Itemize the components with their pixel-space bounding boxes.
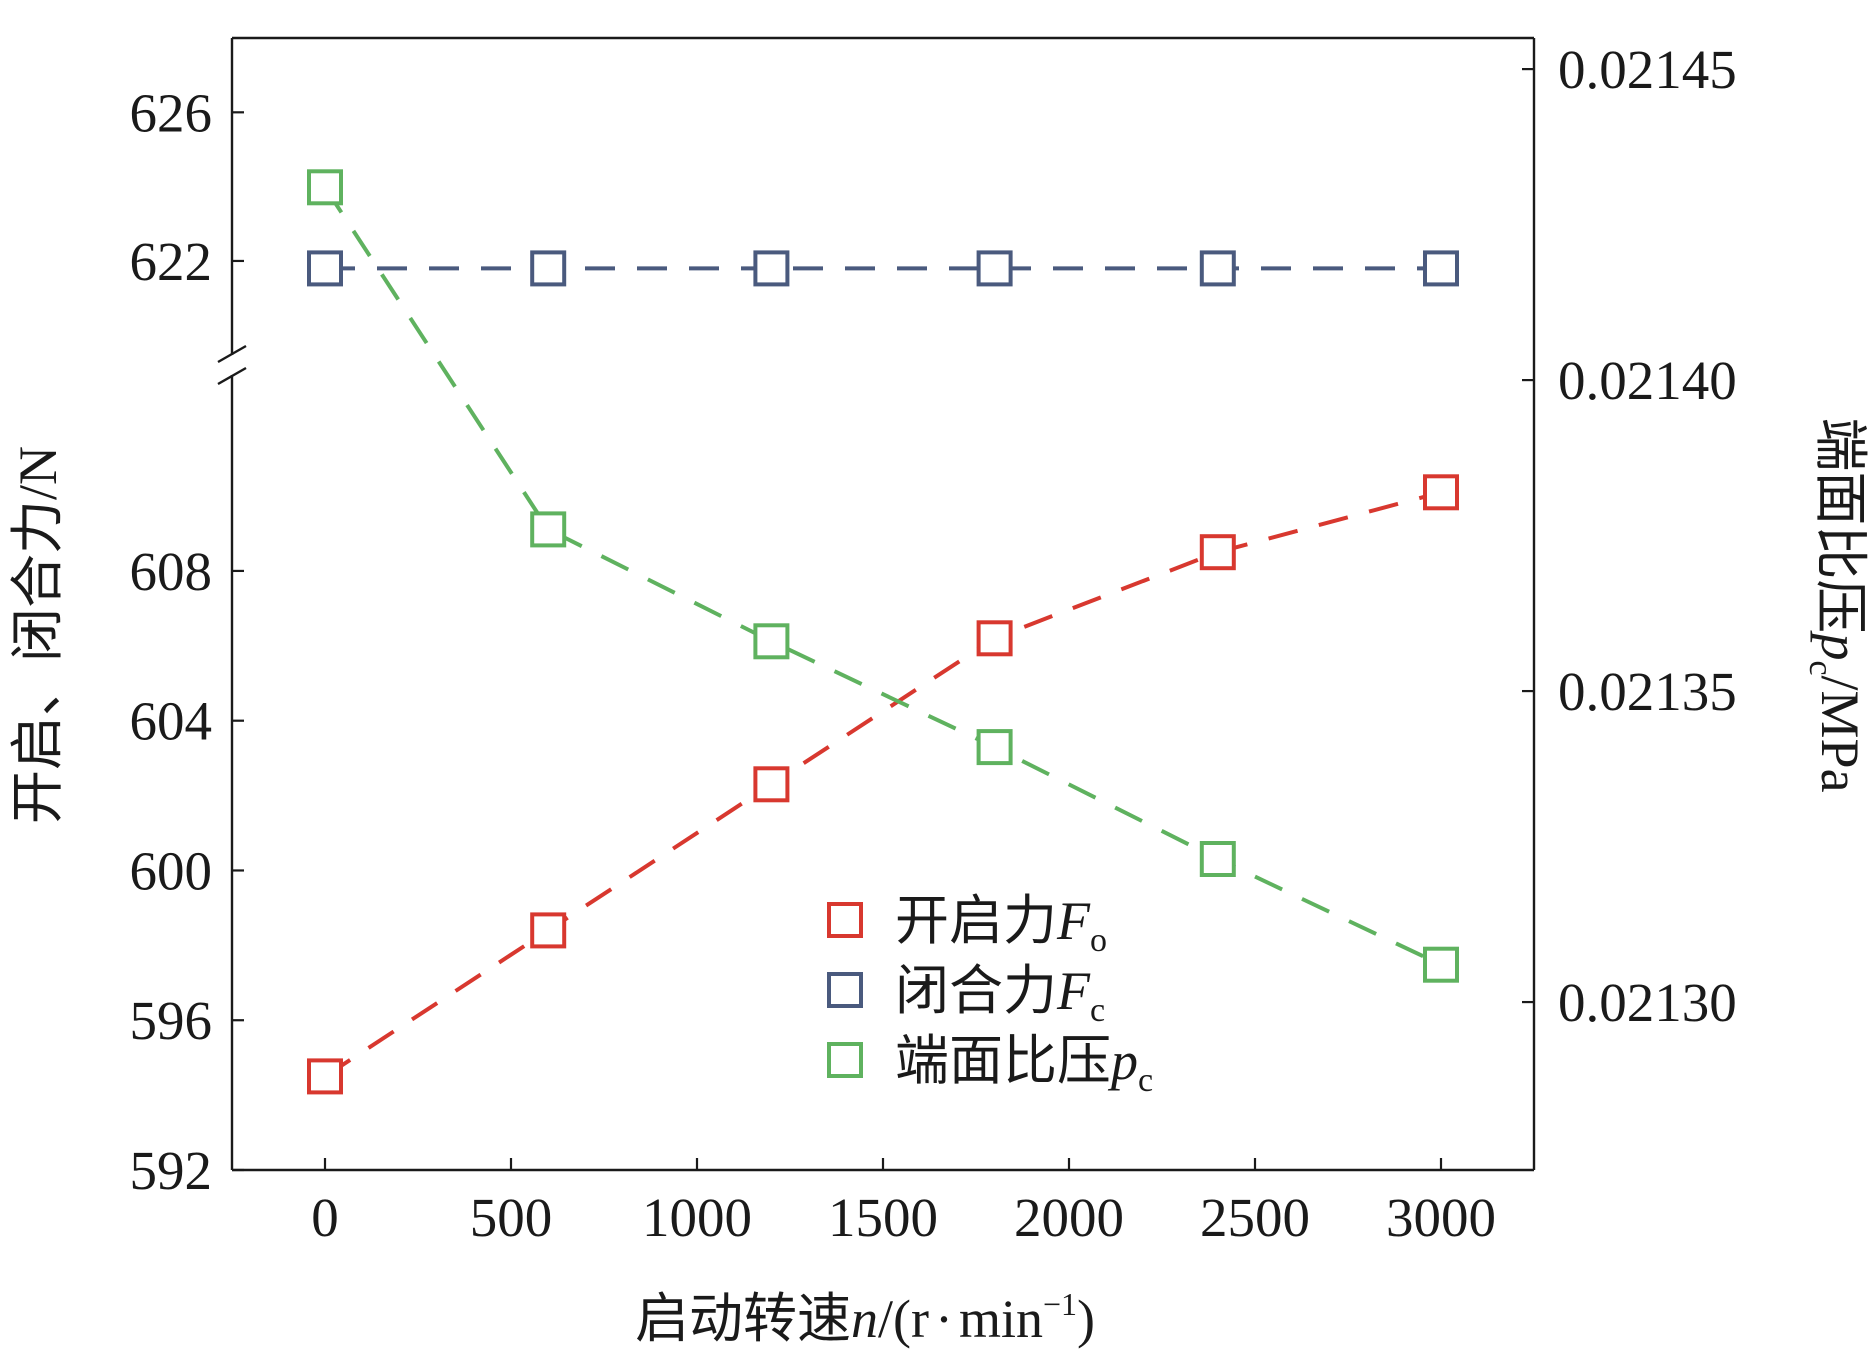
face-pressure-marker — [530, 511, 567, 548]
right-tick-label: 0.02130 — [1558, 972, 1737, 1033]
legend-label-text: 闭合力 — [895, 961, 1057, 1021]
opening-force-marker — [307, 1058, 343, 1095]
plot-frame — [217, 36, 1536, 1172]
axis-break-mark-lower — [217, 366, 247, 386]
face-pressure-marker — [1199, 841, 1236, 877]
left-tick-label: 600 — [130, 840, 213, 901]
legend-marker — [827, 902, 863, 938]
left-tick-label: 604 — [130, 691, 213, 752]
closing-force-marker — [1423, 250, 1459, 287]
opening-force-marker — [976, 620, 1013, 657]
right-tick-label: 0.02135 — [1558, 661, 1737, 722]
opening-force-marker — [1199, 534, 1236, 571]
face-pressure-marker — [753, 623, 790, 660]
closing-force-marker — [530, 250, 567, 287]
opening-force-marker — [1423, 474, 1459, 511]
right-axis-title: 端面比压pc/MPa — [1802, 417, 1870, 792]
face-pressure-line — [323, 186, 1442, 967]
legend-marker — [827, 972, 863, 1008]
x-tick-label: 2000 — [1014, 1187, 1124, 1248]
left-tick-label: 608 — [130, 541, 213, 602]
series-face-pressure — [307, 169, 1459, 983]
legend-label-text: 开启力 — [895, 891, 1057, 951]
x-tick-label: 2500 — [1200, 1187, 1310, 1248]
opening-force-marker — [530, 912, 567, 949]
x-tick-label: 0 — [311, 1187, 339, 1248]
opening-force-line — [323, 490, 1442, 1079]
opening-force-marker — [753, 766, 790, 803]
legend-label-sub: c — [1138, 1062, 1153, 1099]
closing-force-marker — [976, 250, 1013, 287]
legend-item-face-pressure: 端面比压pc — [827, 1031, 1153, 1099]
face-pressure-marker — [1423, 946, 1459, 983]
series-closing-force — [307, 250, 1459, 287]
x-axis-title: 启动转速n/(r · min−1) — [635, 1286, 1095, 1349]
legend-label: 端面比压pc — [895, 1031, 1153, 1099]
x-tick-label: 1000 — [642, 1187, 752, 1248]
right-tick-label: 0.02145 — [1558, 39, 1737, 100]
right-tick-label: 0.02140 — [1558, 350, 1737, 411]
face-pressure-marker — [976, 729, 1013, 766]
series-opening-force — [307, 474, 1459, 1095]
legend-label-var: F — [1056, 961, 1091, 1021]
right-axis-ticks: 0.02130 0.02135 0.02140 0.02145 — [1522, 39, 1737, 1033]
x-tick-label: 500 — [470, 1187, 553, 1248]
legend-label-var: p — [1107, 1031, 1138, 1091]
left-tick-label: 592 — [130, 1140, 213, 1201]
legend-label-text: 端面比压 — [895, 1031, 1111, 1091]
x-tick-label: 1500 — [828, 1187, 938, 1248]
axis-break-mark-upper — [217, 344, 247, 364]
closing-force-marker — [307, 250, 343, 287]
closing-force-marker — [1199, 250, 1236, 287]
left-axis-title: 开启、闭合力/N — [8, 446, 68, 824]
closing-force-marker — [753, 250, 790, 287]
x-axis-ticks: 0 500 1000 1500 2000 2500 3000 — [311, 1158, 1496, 1248]
legend-label: 闭合力Fc — [895, 961, 1105, 1029]
legend-marker — [827, 1042, 863, 1078]
legend-label-var: F — [1056, 891, 1091, 951]
legend-label-sub: c — [1090, 992, 1105, 1029]
face-pressure-marker — [307, 169, 343, 206]
series-layer — [307, 169, 1459, 1095]
left-tick-label: 622 — [130, 231, 213, 292]
left-tick-label: 626 — [130, 82, 213, 143]
left-axis-ticks: 592 596 600 604 608 622 626 — [130, 82, 244, 1201]
x-tick-label: 3000 — [1386, 1187, 1496, 1248]
left-tick-label: 596 — [130, 990, 213, 1051]
legend-item-opening-force: 开启力Fo — [827, 891, 1107, 959]
legend-item-closing-force: 闭合力Fc — [827, 961, 1105, 1029]
legend-label: 开启力Fo — [895, 891, 1107, 959]
legend-label-sub: o — [1090, 922, 1107, 959]
